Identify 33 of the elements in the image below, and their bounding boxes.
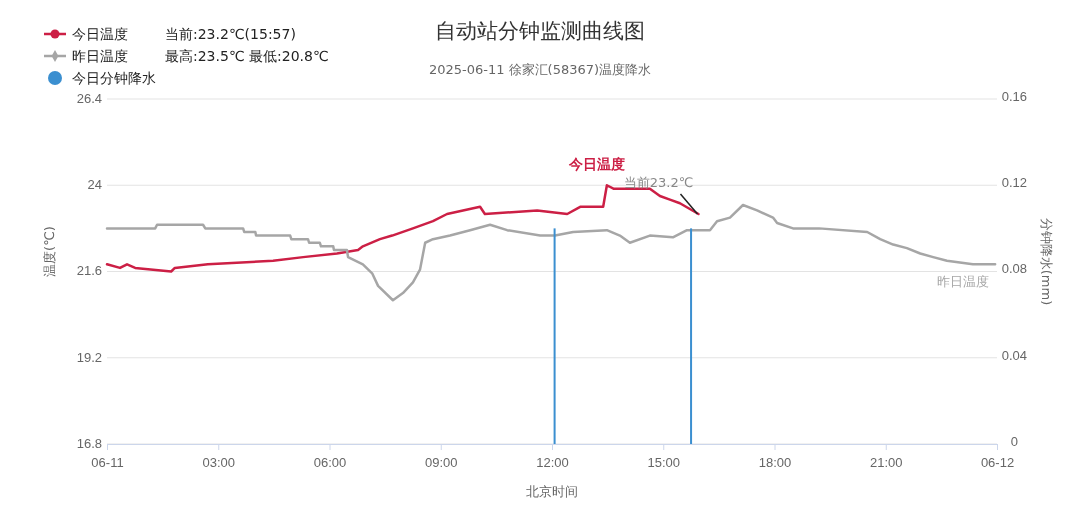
y2-axis-title: 分钟降水(mm) <box>1039 217 1054 306</box>
y-tick-label: 19.2 <box>76 349 102 365</box>
y-tick-label: 21.6 <box>76 263 102 279</box>
x-tick-label: 06:00 <box>313 455 347 471</box>
text: 最高:23.5℃ 最低:20.8℃ <box>165 48 329 64</box>
y-tick-label: 26.4 <box>76 90 102 106</box>
annotation: 当前23.2℃ <box>623 175 694 190</box>
chart-title: 自动站分钟监测曲线图 <box>435 19 645 43</box>
x-tick-label: 12:00 <box>536 455 569 471</box>
x-tick-label: 03:00 <box>202 455 236 471</box>
y2-tick-label: 0.04 <box>1001 347 1028 363</box>
x-tick-label: 06-11 <box>91 455 124 471</box>
text: 昨日温度 <box>937 274 990 290</box>
x-tick-label: 15:00 <box>647 455 681 471</box>
legend-label: 昨日温度 <box>72 48 128 64</box>
x-tick-label: 06-12 <box>980 455 1015 471</box>
x-axis-title: 北京时间 <box>526 484 578 499</box>
y-tick-label: 24 <box>87 177 102 192</box>
x-tick-label: 21:00 <box>869 455 903 471</box>
x-tick-label: 09:00 <box>424 455 458 471</box>
y-tick-label: 16.8 <box>76 435 102 451</box>
legend-label: 今日温度 <box>72 26 128 42</box>
line-series <box>105 203 997 302</box>
x-tick-label: 18:00 <box>758 455 792 471</box>
legend-label: 今日分钟降水 <box>72 70 156 86</box>
y2-tick-label: 0 <box>1010 433 1019 449</box>
y2-tick-label: 0.12 <box>1001 175 1028 191</box>
y-axis-title: 温度(℃) <box>42 226 57 277</box>
text: 当前:23.2℃(15:57) <box>165 26 296 42</box>
text: 今日温度 <box>568 156 625 173</box>
y2-tick-label: 0.08 <box>1001 261 1028 277</box>
chart-subtitle: 2025-06-11 徐家汇(58367)温度降水 <box>428 62 652 77</box>
y2-tick-label: 0.16 <box>1001 88 1028 104</box>
